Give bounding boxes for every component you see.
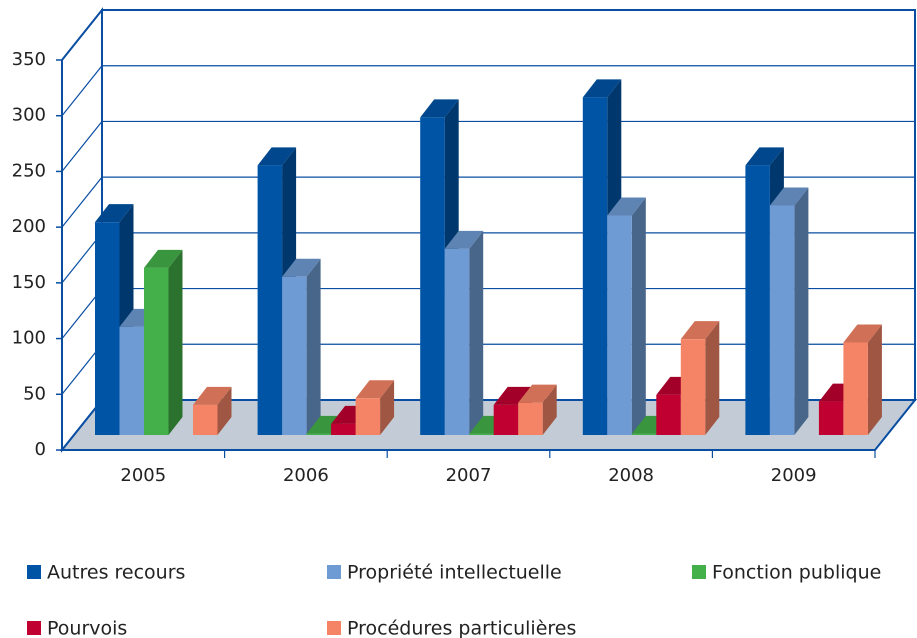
bar-side: [867, 324, 882, 435]
bar-side: [380, 380, 395, 435]
bar-front: [331, 423, 356, 435]
y-tick-label: 0: [35, 439, 46, 460]
y-tick-label: 300: [12, 105, 46, 126]
bar-front: [745, 165, 770, 436]
bar-top: [582, 79, 622, 98]
y-tick-label: 150: [12, 272, 46, 293]
bar-front: [306, 433, 332, 435]
bar-top: [769, 187, 809, 206]
bar-front: [518, 402, 543, 435]
x-tick-label: 2007: [446, 465, 492, 486]
bar-front: [193, 404, 218, 435]
bar: [769, 187, 809, 435]
bar-front: [818, 401, 844, 435]
bar-front: [656, 394, 681, 435]
bar-front: [257, 165, 283, 436]
bar-top: [420, 99, 459, 118]
bar-front: [582, 97, 608, 435]
bar-side: [168, 249, 183, 435]
bar: [843, 324, 882, 435]
bar-side: [469, 230, 484, 435]
bar-top: [493, 386, 533, 405]
bar-side: [794, 187, 809, 435]
legend-swatch: [692, 565, 706, 579]
bar-front: [631, 433, 657, 435]
x-tick-label: 2006: [283, 465, 329, 486]
bar: [144, 249, 183, 435]
y-tick-label: 200: [12, 216, 46, 237]
bar-front: [769, 205, 795, 435]
x-tick-label: 2009: [771, 465, 817, 486]
grid-line: [61, 120, 915, 172]
legend-swatch: [27, 621, 41, 635]
legend-label: Propriété intellectuelle: [347, 562, 562, 584]
grid-line: [61, 9, 915, 61]
grid-line: [61, 176, 915, 228]
bar: [282, 258, 321, 435]
bar-front: [282, 276, 307, 435]
bar-top: [144, 249, 183, 268]
bar-front: [493, 404, 519, 435]
bar-side: [705, 321, 720, 435]
legend-swatch: [327, 621, 341, 635]
grid-line: [61, 65, 915, 117]
bar-top: [95, 204, 134, 223]
legend: Autres recours Propriété intellectuelle Fo…: [27, 562, 881, 638]
bar-top: [518, 384, 557, 403]
bar: [257, 147, 297, 436]
bar: [607, 197, 646, 435]
bar: [355, 380, 395, 435]
y-tick-label: 350: [12, 49, 46, 70]
legend-swatch: [27, 565, 41, 579]
bar-side: [306, 258, 321, 435]
bar-side: [542, 384, 557, 435]
bar: [444, 230, 484, 435]
bar-front: [119, 326, 144, 435]
bar-top: [257, 147, 297, 166]
bar-top: [282, 258, 321, 277]
bar-top: [607, 197, 646, 216]
bar-front: [355, 398, 381, 435]
legend-swatch: [327, 565, 341, 579]
legend-label: Autres recours: [47, 562, 185, 584]
bar-side: [217, 386, 232, 435]
bar-front: [680, 339, 706, 435]
bar-top: [745, 147, 784, 166]
bar-top: [444, 230, 484, 249]
legend-label: Pourvois: [47, 618, 127, 638]
bar-top: [843, 324, 882, 343]
x-tick-label: 2008: [608, 465, 654, 486]
bar-top: [680, 321, 720, 340]
y-tick-label: 50: [23, 383, 46, 404]
bar: [680, 321, 720, 435]
bar-top: [193, 386, 232, 405]
bar: [518, 384, 557, 435]
bar-front: [843, 342, 868, 435]
x-tick-label: 2005: [120, 465, 166, 486]
y-tick-label: 250: [12, 160, 46, 181]
bar-side: [631, 197, 646, 435]
bar-top: [355, 380, 395, 399]
bar: [193, 386, 232, 435]
bar-front: [469, 433, 494, 435]
y-tick-label: 100: [12, 328, 46, 349]
bar-front: [144, 267, 169, 435]
bar-front: [95, 222, 120, 435]
legend-label: Fonction publique: [712, 562, 881, 584]
bar-front: [444, 248, 470, 435]
legend-label: Procédures particulières: [347, 618, 576, 638]
bar-front: [607, 215, 632, 435]
bar-front: [420, 117, 445, 435]
